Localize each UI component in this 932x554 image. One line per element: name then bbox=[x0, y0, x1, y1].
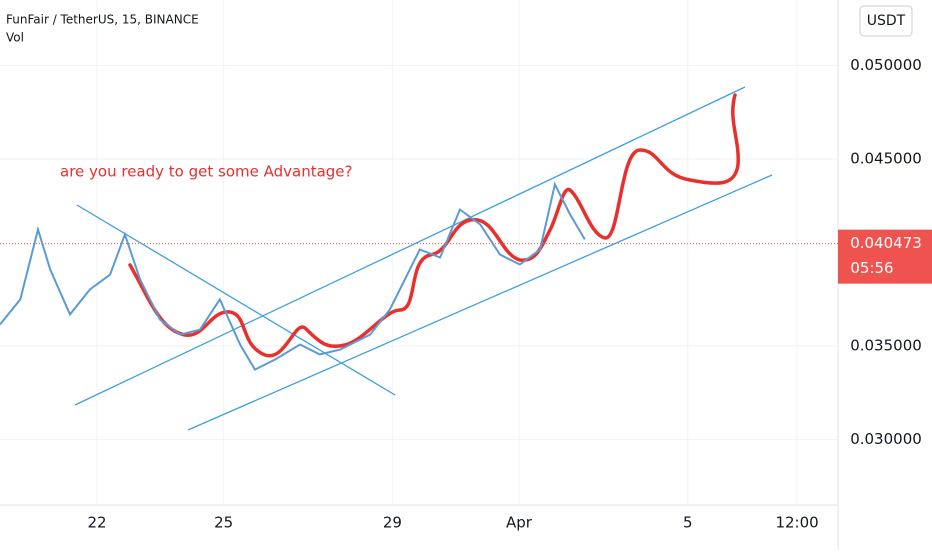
currency-button[interactable] bbox=[859, 5, 913, 37]
x-tick-label: 22 bbox=[88, 514, 107, 532]
y-tick-label: 0.050000 bbox=[850, 56, 922, 74]
drawing bbox=[128, 93, 740, 358]
countdown: 05:56 bbox=[850, 259, 893, 277]
x-tick-label: 5 bbox=[683, 514, 693, 532]
subtitle: Vol bbox=[6, 31, 24, 45]
trend-line bbox=[187, 174, 773, 431]
price-line bbox=[0, 181, 586, 371]
x-tick-label: 25 bbox=[214, 514, 233, 532]
annotation: are you ready to get some Advantage? bbox=[60, 163, 353, 181]
y-tick-label: 0.035000 bbox=[850, 337, 922, 355]
chart-title: FunFair / TetherUS, 15, BINANCE bbox=[6, 13, 199, 27]
price-badge bbox=[838, 229, 932, 284]
trend-line bbox=[76, 204, 396, 396]
currency[interactable]: USDT bbox=[867, 13, 906, 29]
y-tick-label: 0.030000 bbox=[850, 430, 922, 448]
current-price: 0.040473 bbox=[850, 234, 922, 252]
grid bbox=[0, 0, 838, 505]
x-tick-label: Apr bbox=[506, 514, 533, 532]
y-tick-label: 0.045000 bbox=[850, 149, 922, 167]
trend-line bbox=[74, 86, 746, 406]
x-tick-label: 12:00 bbox=[775, 514, 818, 532]
x-tick-label: 29 bbox=[383, 514, 402, 532]
